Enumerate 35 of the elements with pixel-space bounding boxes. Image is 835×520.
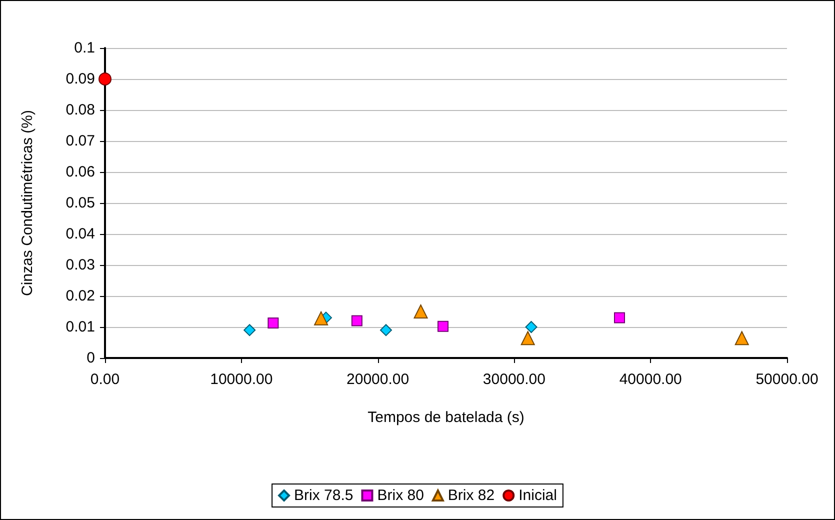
- y-tick-label: 0.09: [66, 70, 95, 88]
- point: [414, 304, 428, 318]
- x-tick-label: 20000.00: [346, 371, 410, 388]
- y-tick-label: 0.08: [66, 102, 95, 118]
- x-tick-label: 30000.00: [482, 371, 546, 388]
- y-axis-title: Cinzas Condutimétricas (%): [19, 110, 36, 296]
- point: [520, 331, 535, 346]
- y-tick-label: 0.03: [66, 256, 95, 274]
- point: [314, 311, 328, 326]
- y-tick-label: 0.05: [66, 194, 95, 212]
- point: [525, 321, 538, 333]
- point: [438, 320, 448, 332]
- x-tick-label: 0.00: [90, 371, 120, 388]
- point: [380, 324, 392, 336]
- legend-label: Brix 78.5: [294, 487, 354, 504]
- legend-label: Inicial: [518, 487, 557, 504]
- point: [244, 324, 256, 336]
- point: [614, 312, 625, 324]
- y-tick-label: 0: [86, 350, 95, 366]
- x-tick-label: 50000.00: [756, 371, 818, 388]
- y-tick-label: 0.04: [66, 226, 95, 242]
- y-tick-label: 0.07: [66, 132, 95, 150]
- point: [351, 315, 362, 326]
- point: [268, 317, 279, 328]
- y-tick-label: 0.01: [66, 318, 95, 336]
- y-tick-label: 0.02: [66, 288, 95, 304]
- legend-label: Brix 80: [377, 487, 424, 504]
- y-tick-label: 0.06: [66, 164, 95, 180]
- y-tick-label: 0.1: [74, 40, 95, 56]
- x-axis-title: Tempos de batelada (s): [368, 409, 524, 426]
- x-tick-label: 10000.00: [210, 371, 273, 388]
- point: [734, 331, 749, 346]
- point: [98, 72, 112, 86]
- x-tick-label: 40000.00: [619, 371, 682, 388]
- legend-label: Brix 82: [448, 487, 495, 504]
